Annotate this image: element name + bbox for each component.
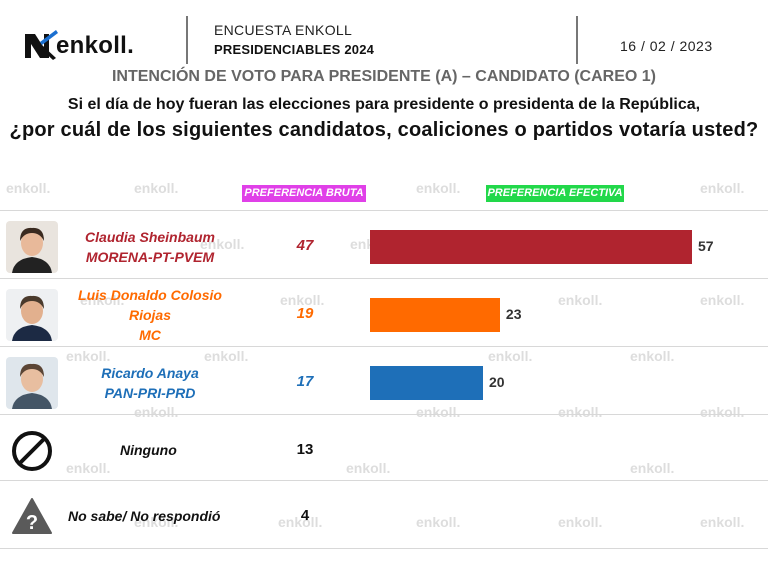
candidate-name-line: MC [139,327,161,343]
watermark-text: enkoll. [66,460,111,476]
watermark-text: enkoll. [630,460,675,476]
watermark-text: enkoll. [558,292,603,308]
question-line-2: ¿por cuál de los siguientes candidatos, … [9,119,759,141]
row-separator [0,414,768,415]
logo-text: enkoll. [56,32,135,59]
header: enkoll. ENCUESTA ENKOLL PRESIDENCIABLES … [0,0,768,64]
column-label-efectiva: PREFERENCIA EFECTIVA [486,185,624,202]
preferencia-bruta-value: 4 [300,507,310,524]
preferencia-efectiva-bar [370,298,500,332]
survey-name: ENCUESTA ENKOLL [214,22,353,38]
preferencia-efectiva-bar [370,230,692,264]
preferencia-efectiva-label: 57 [698,238,714,254]
preferencia-efectiva-label: 20 [488,374,505,390]
watermark-text: enkoll. [200,236,245,252]
candidate-name: Luis Donaldo Colosio Riojas MC [30,285,270,345]
watermark-text: enkoll. [134,514,179,530]
candidate-photo [6,357,58,409]
watermark-text: enkoll. [66,348,111,364]
option-label: No sabe/ No respondió [68,508,221,524]
preferencia-bruta-value: 47 [296,237,314,254]
candidate-photo [6,221,58,273]
survey-date: 16 / 02 / 2023 [620,38,713,54]
watermark-text: enkoll. [416,514,461,530]
watermark-text: enkoll. [80,292,125,308]
watermark-text: enkoll. [700,404,745,420]
watermark-text: enkoll. [204,348,249,364]
candidate-name: Claudia Sheinbaum MORENA-PT-PVEM [30,227,270,267]
watermark-text: enkoll. [558,404,603,420]
preferencia-bruta-value: 13 [296,441,314,458]
chart-title: INTENCIÓN DE VOTO PARA PRESIDENTE (A) – … [111,68,657,85]
candidate-name: Ricardo Anaya PAN-PRI-PRD [30,363,270,403]
survey-subtitle: PRESIDENCIABLES 2024 [214,42,375,57]
row-separator [0,278,768,279]
watermark-text: enkoll. [278,514,323,530]
watermark-text: enkoll. [558,514,603,530]
watermark-text: enkoll. [6,180,51,196]
header-divider [576,16,578,64]
enkoll-logo-icon [25,30,58,60]
svg-text:?: ? [26,512,38,534]
watermark-text: enkoll. [416,404,461,420]
watermark-text: enkoll. [280,292,325,308]
option-label: Ninguno [120,442,177,458]
preferencia-bruta-value: 19 [296,305,314,322]
candidate-photo [6,289,58,341]
watermark-text: enkoll. [700,514,745,530]
row-separator [0,210,768,211]
row-separator [0,480,768,481]
question-warning-icon: ? [10,495,54,539]
question-line-1: Si el día de hoy fueran las elecciones p… [67,96,701,113]
watermark-text: enkoll. [346,460,391,476]
watermark-text: enkoll. [700,180,745,196]
candidate-name-line: Ricardo Anaya [101,365,199,381]
watermark-text: enkoll. [700,292,745,308]
watermark-text: enkoll. [630,348,675,364]
row-separator [0,548,768,549]
enkoll-logo: enkoll. [22,28,162,62]
candidate-name-line: Claudia Sheinbaum [85,229,215,245]
candidate-name-line: PAN-PRI-PRD [104,385,196,401]
column-label-bruta: PREFERENCIA BRUTA [242,185,366,202]
preferencia-efectiva-label: 23 [505,306,522,322]
header-divider [186,16,188,64]
candidate-name-line: Luis Donaldo Colosio [78,287,222,303]
watermark-text: enkoll. [488,348,533,364]
preferencia-bruta-value: 17 [296,373,314,390]
prohibited-icon [10,429,54,473]
candidate-name-line: MORENA-PT-PVEM [85,249,215,265]
watermark-text: enkoll. [134,404,179,420]
preferencia-efectiva-bar [370,366,483,400]
watermark-text: enkoll. [416,180,461,196]
row-separator [0,346,768,347]
candidate-name-line: Riojas [128,307,171,323]
watermark-text: enkoll. [134,180,179,196]
